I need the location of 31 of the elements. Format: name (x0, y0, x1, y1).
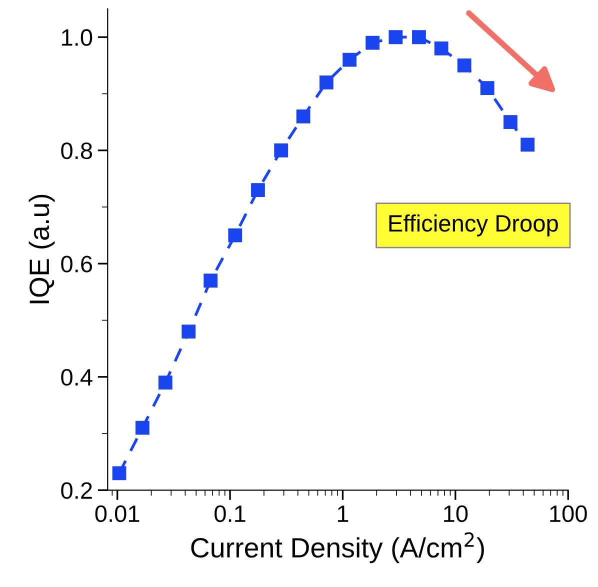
point (342, 52, 357, 67)
y-tick-label: 1.0 (62, 29, 92, 46)
point (412, 30, 426, 44)
point (504, 115, 518, 130)
x-tick-label: 0.01 (95, 505, 140, 522)
point (204, 274, 218, 288)
y-tick-label: 0.4 (61, 368, 92, 386)
point (136, 420, 150, 435)
y-tick-label: 0.6 (61, 256, 92, 272)
x-tick-label: 1 (338, 506, 348, 522)
point (434, 42, 448, 56)
point (480, 81, 494, 96)
point (251, 183, 265, 197)
x-tick-label: 0.1 (214, 505, 246, 522)
point (388, 30, 403, 44)
point (320, 75, 334, 90)
point (158, 376, 172, 390)
y-tick-label: 0.2 (61, 482, 92, 499)
point (182, 324, 196, 339)
point (228, 228, 242, 242)
annotation: Efficiency Droop (389, 214, 558, 236)
point (366, 36, 380, 50)
x-axis-title: Current Density (A/cm$^{2}$) (191, 532, 484, 564)
point (112, 466, 126, 480)
point (457, 58, 472, 72)
x-tick-label: 10 (444, 505, 468, 522)
point (274, 143, 288, 158)
x-tick-label: 100 (550, 505, 587, 522)
y-tick-label: 0.8 (61, 142, 92, 160)
y-axis-title: IQE (a.u) (28, 194, 55, 304)
point (296, 109, 310, 124)
